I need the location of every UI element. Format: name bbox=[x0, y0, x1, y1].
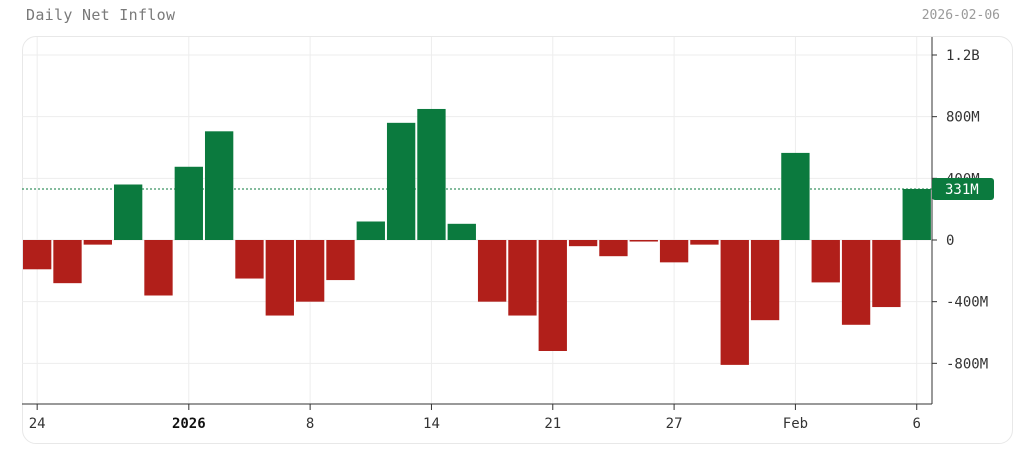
bar bbox=[113, 184, 143, 240]
y-tick-label: 0 bbox=[946, 233, 954, 249]
bar bbox=[690, 240, 719, 245]
bar bbox=[235, 240, 264, 279]
x-axis-labels: 24 2026 8 14 21 27 Feb 6 bbox=[29, 416, 921, 432]
x-tick-label: 21 bbox=[544, 416, 561, 432]
bar bbox=[295, 240, 325, 302]
x-tick-label: 27 bbox=[666, 416, 683, 432]
y-tick-label: -400M bbox=[946, 295, 988, 311]
y-axis-labels: 1.2B800M400M0-400M-800M bbox=[946, 48, 988, 372]
bar bbox=[508, 240, 537, 316]
bar bbox=[750, 240, 780, 321]
bar bbox=[599, 240, 628, 257]
bar bbox=[174, 166, 203, 240]
y-tick-label: 800M bbox=[946, 110, 980, 126]
x-tick-label: 8 bbox=[306, 416, 314, 432]
last-value-layer: 331M bbox=[22, 177, 994, 200]
bar bbox=[417, 108, 446, 241]
chart-title: Daily Net Inflow bbox=[26, 6, 176, 24]
x-tick-label: Feb bbox=[783, 416, 808, 432]
last-value-badge bbox=[932, 177, 994, 200]
last-value-label: 331M bbox=[945, 182, 979, 198]
bar bbox=[629, 240, 658, 242]
x-tick-label: 14 bbox=[423, 416, 440, 432]
bar bbox=[386, 122, 416, 240]
x-tick-label: 24 bbox=[29, 416, 46, 432]
bar bbox=[53, 240, 82, 284]
y-tick-label: -800M bbox=[946, 356, 988, 372]
chart-date: 2026-02-06 bbox=[921, 8, 1000, 23]
bar bbox=[447, 223, 476, 240]
bars-layer bbox=[23, 108, 931, 365]
bar bbox=[477, 240, 507, 302]
bar bbox=[720, 240, 749, 365]
x-tick-label: 2026 bbox=[172, 416, 206, 432]
bar bbox=[811, 240, 840, 283]
bar bbox=[23, 240, 52, 270]
bar bbox=[265, 240, 294, 316]
y-tick-label: 1.2B bbox=[946, 48, 980, 64]
bar bbox=[659, 240, 689, 263]
bar bbox=[538, 240, 567, 351]
bar bbox=[568, 240, 598, 247]
bar bbox=[144, 240, 173, 296]
bar bbox=[872, 240, 901, 308]
x-tick-label: 6 bbox=[913, 416, 921, 432]
bar bbox=[356, 221, 385, 240]
bar bbox=[326, 240, 355, 281]
bar bbox=[204, 131, 234, 240]
bar bbox=[781, 152, 810, 240]
bar bbox=[83, 240, 112, 245]
bar bbox=[841, 240, 871, 325]
grid-layer bbox=[22, 37, 932, 404]
bar bbox=[902, 188, 931, 240]
